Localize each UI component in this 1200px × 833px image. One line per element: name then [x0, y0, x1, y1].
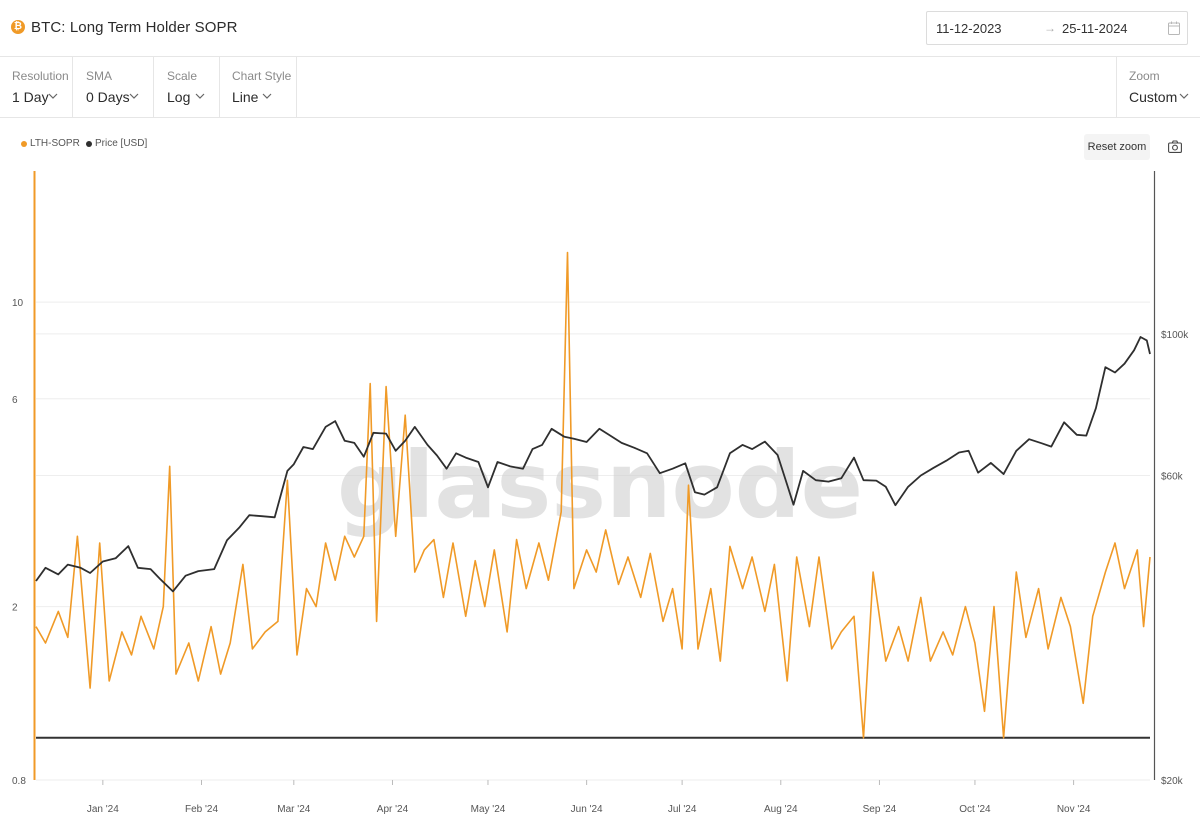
- header-bar: ₿ BTC: Long Term Holder SOPR 11-12-2023 …: [0, 0, 1200, 57]
- chart-style-value[interactable]: Line: [232, 89, 259, 105]
- chart-style-label: Chart Style: [232, 69, 292, 83]
- scale-label: Scale: [167, 69, 198, 83]
- legend-item-price[interactable]: Price [USD]: [95, 138, 148, 149]
- resolution-select[interactable]: Resolution 1 Day: [12, 57, 72, 117]
- divider: [1116, 57, 1117, 117]
- date-range-picker[interactable]: 11-12-2023 → 25-11-2024: [926, 11, 1188, 45]
- x-tick-label: Mar '24: [277, 804, 310, 815]
- series-line-price[interactable]: [35, 336, 1151, 593]
- zoom-value[interactable]: Custom: [1129, 89, 1178, 105]
- y-left-tick-label: 2: [12, 603, 18, 614]
- y-right-tick-label: $60k: [1161, 472, 1184, 483]
- x-tick-label: Nov '24: [1057, 804, 1091, 815]
- x-tick-label: Oct '24: [959, 804, 991, 815]
- x-tick-label: May '24: [471, 804, 506, 815]
- chevron-down-icon: [1179, 93, 1189, 99]
- legend-swatch-price: [86, 141, 92, 147]
- chevron-down-icon: [129, 93, 139, 99]
- zoom-select[interactable]: Zoom Custom: [1129, 57, 1197, 117]
- chevron-down-icon: [48, 93, 58, 99]
- resolution-value[interactable]: 1 Day: [12, 89, 49, 105]
- scale-value[interactable]: Log: [167, 89, 191, 105]
- divider: [219, 57, 220, 117]
- calendar-icon[interactable]: [1168, 21, 1180, 35]
- scale-select[interactable]: Scale Log: [167, 57, 219, 117]
- watermark: glassnode: [337, 432, 863, 539]
- sma-label: SMA: [86, 69, 113, 83]
- camera-icon[interactable]: [1168, 140, 1182, 153]
- x-tick-label: Jan '24: [87, 804, 119, 815]
- chart-style-select[interactable]: Chart Style Line: [232, 57, 296, 117]
- x-tick-label: Feb '24: [185, 804, 218, 815]
- chart-area[interactable]: glassnode 0.8 2 6 10 $20k $60k $100k Jan '24 Feb…: [0, 165, 1200, 833]
- bitcoin-icon: ₿: [11, 20, 25, 34]
- divider: [296, 57, 297, 117]
- chevron-down-icon: [262, 93, 272, 99]
- x-tick-label: Jun '24: [571, 804, 603, 815]
- zoom-label: Zoom: [1129, 69, 1160, 83]
- y-right-tick-label: $100k: [1161, 330, 1189, 341]
- divider: [72, 57, 73, 117]
- y-right-tick-label: $20k: [1161, 776, 1184, 787]
- sma-value[interactable]: 0 Days: [86, 89, 130, 105]
- sma-select[interactable]: SMA 0 Days: [86, 57, 152, 117]
- x-tick-label: Sep '24: [863, 804, 897, 815]
- divider: [153, 57, 154, 117]
- x-tick-label: Apr '24: [377, 804, 409, 815]
- x-tick-label: Jul '24: [668, 804, 697, 815]
- y-left-tick-label: 10: [12, 298, 24, 309]
- controls-bar: Resolution 1 Day SMA 0 Days Scale Log Ch…: [0, 57, 1200, 118]
- y-left-tick-label: 0.8: [12, 776, 26, 787]
- series-line-lth-sopr[interactable]: [35, 251, 1151, 739]
- y-left-tick-label: 6: [12, 395, 18, 406]
- date-start-input[interactable]: 11-12-2023: [936, 21, 1002, 36]
- chevron-down-icon: [195, 93, 205, 99]
- page-title: BTC: Long Term Holder SOPR: [31, 19, 238, 36]
- arrow-right-icon: →: [1044, 21, 1056, 35]
- date-end-input[interactable]: 25-11-2024: [1062, 21, 1128, 36]
- reset-zoom-button[interactable]: Reset zoom: [1084, 134, 1150, 160]
- resolution-label: Resolution: [12, 69, 69, 83]
- legend-item-sopr[interactable]: LTH-SOPR: [30, 138, 80, 149]
- x-tick-label: Aug '24: [764, 804, 798, 815]
- legend-swatch-sopr: [21, 141, 27, 147]
